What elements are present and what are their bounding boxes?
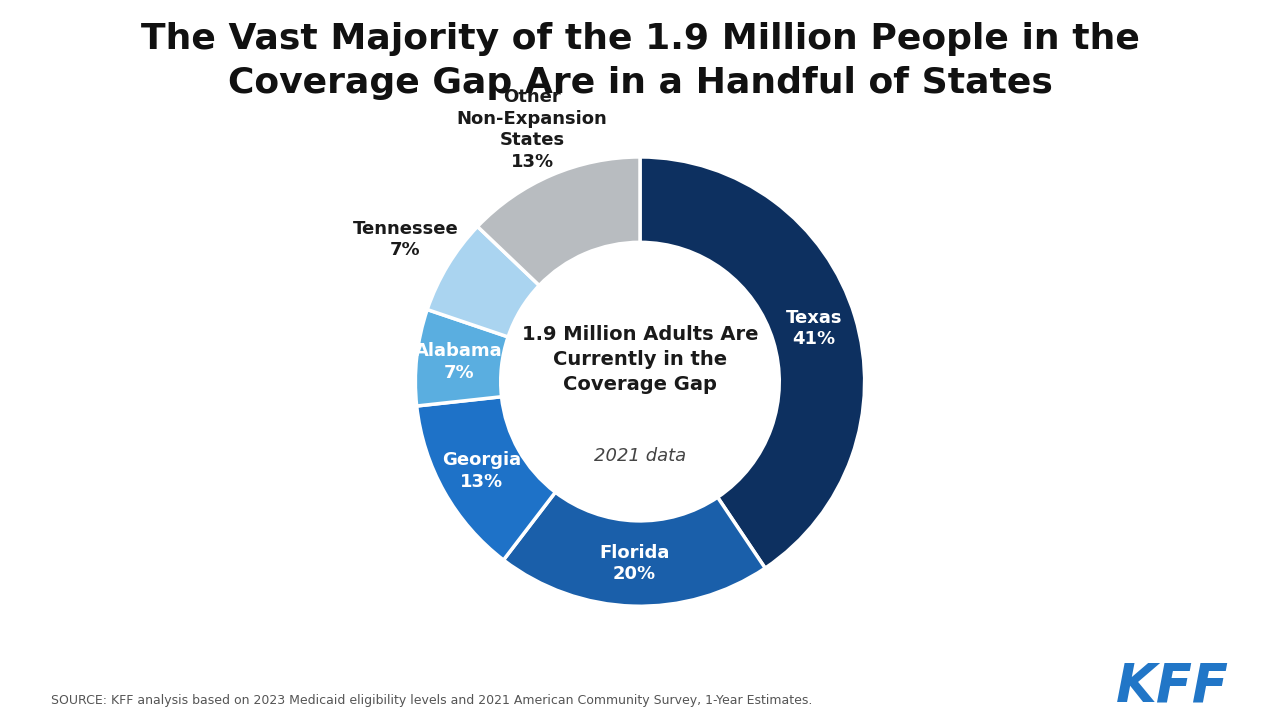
Text: Alabama
7%: Alabama 7% [415,342,503,382]
Wedge shape [477,157,640,285]
Text: Georgia
13%: Georgia 13% [442,451,521,491]
Text: The Vast Majority of the 1.9 Million People in the
Coverage Gap Are in a Handful: The Vast Majority of the 1.9 Million Peo… [141,22,1139,100]
Wedge shape [428,227,539,337]
Text: Other
Non-Expansion
States
13%: Other Non-Expansion States 13% [457,89,608,171]
Wedge shape [640,157,864,568]
Text: 1.9 Million Adults Are
Currently in the
Coverage Gap: 1.9 Million Adults Are Currently in the … [522,325,758,394]
Text: Florida
20%: Florida 20% [599,544,669,583]
Text: KFF: KFF [1116,661,1229,713]
Wedge shape [415,310,508,406]
Text: SOURCE: KFF analysis based on 2023 Medicaid eligibility levels and 2021 American: SOURCE: KFF analysis based on 2023 Medic… [51,694,813,707]
Text: Texas
41%: Texas 41% [786,309,842,348]
Wedge shape [503,492,765,606]
Wedge shape [417,397,556,560]
Text: 2021 data: 2021 data [594,446,686,464]
Text: Tennessee
7%: Tennessee 7% [353,220,458,259]
